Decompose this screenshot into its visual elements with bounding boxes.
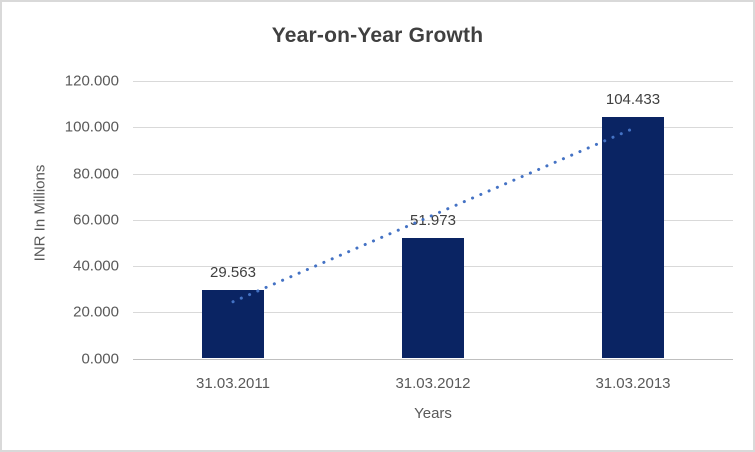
x-axis-title: Years (414, 405, 452, 422)
y-tick-label: 80.000 (73, 165, 119, 182)
x-category-label: 31.03.2012 (395, 375, 471, 392)
bar (602, 116, 664, 359)
bar (402, 238, 464, 359)
data-label: 104.433 (605, 90, 661, 108)
y-tick-label: 60.000 (73, 211, 119, 229)
data-label: 51.973 (410, 212, 456, 230)
x-category-label: 31.03.2013 (595, 375, 671, 392)
y-tick-label: 100.000 (64, 118, 119, 136)
chart-title: Year-on-Year Growth (271, 24, 484, 47)
bar (202, 290, 264, 359)
y-tick-label: 20.000 (73, 303, 119, 321)
y-tick-label: 0.000 (81, 350, 119, 367)
y-tick-label: 40.000 (73, 257, 119, 275)
gridline (133, 81, 733, 82)
plot-area: 0.000 20.000 40.000 60.000 80.000 100.000 120.… (65, 73, 733, 392)
y-tick-label: 120.000 (64, 72, 119, 90)
x-category-label: 31.03.2011 (196, 375, 270, 392)
x-axis-line (133, 359, 733, 360)
data-label: 29.563 (210, 264, 256, 282)
